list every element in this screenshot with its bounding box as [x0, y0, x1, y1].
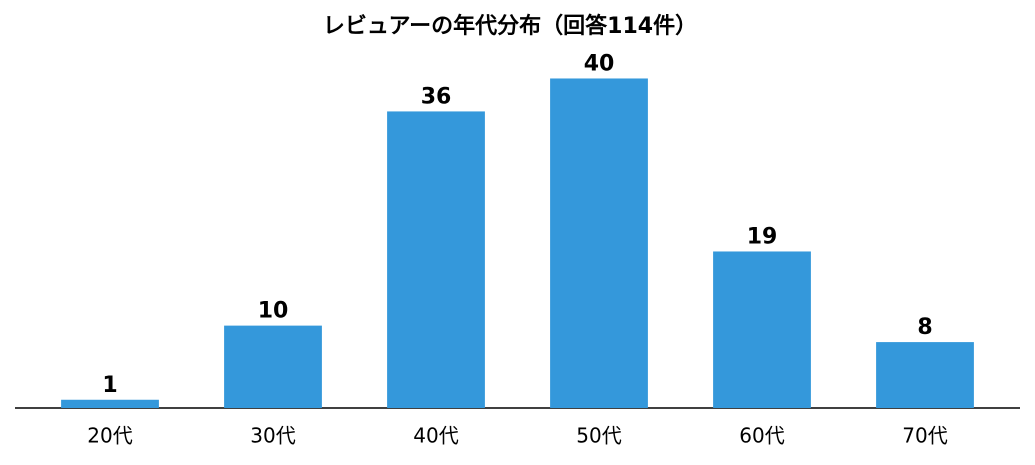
value-label: 1: [102, 373, 117, 398]
value-label: 10: [258, 299, 289, 324]
bar: [61, 399, 159, 408]
x-tick-label: 60代: [739, 424, 784, 448]
x-tick-label: 50代: [576, 424, 621, 448]
x-tick-label: 20代: [87, 424, 132, 448]
x-tick-label: 70代: [902, 424, 947, 448]
value-label: 8: [917, 315, 932, 340]
value-label: 19: [747, 224, 778, 249]
value-label: 36: [421, 84, 452, 109]
x-tick-label: 30代: [250, 424, 295, 448]
chart-title: レビュアーの年代分布（回答114件）: [323, 13, 697, 39]
bar: [713, 251, 811, 408]
bar: [876, 342, 974, 408]
bar: [387, 111, 485, 408]
bar: [550, 78, 648, 408]
bar: [224, 325, 322, 408]
value-label: 40: [584, 51, 615, 76]
x-tick-label: 40代: [413, 424, 458, 448]
